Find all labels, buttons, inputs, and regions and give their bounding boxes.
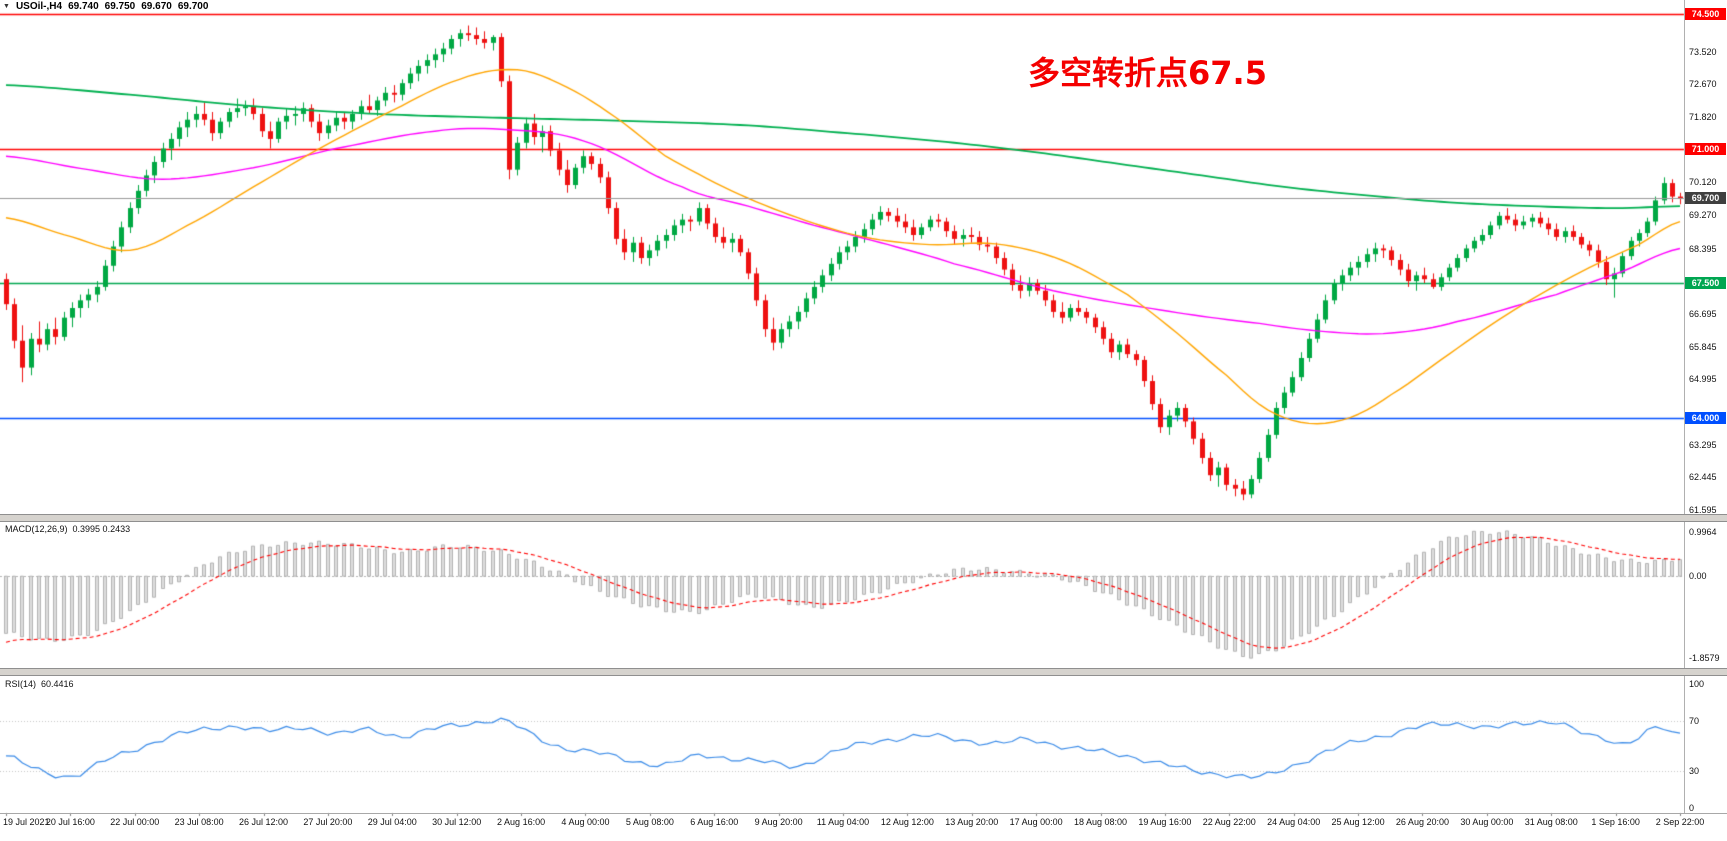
time-axis-label: 27 Jul 20:00 — [303, 817, 353, 827]
price-axis-tick: 71.820 — [1689, 112, 1717, 122]
chevron-down-icon[interactable]: ▼ — [3, 3, 10, 10]
price-axis-tick: 64.995 — [1689, 374, 1717, 385]
ohlc-open: 69.740 — [68, 1, 99, 12]
macd-indicator-label: MACD(12,26,9) 0.3995 0.2433 — [5, 524, 130, 534]
price-line-badge[interactable]: 67.500 — [1685, 277, 1726, 290]
time-axis-label: 19 Jul 2021 — [3, 817, 50, 827]
price-axis-tick: 68.395 — [1689, 243, 1717, 254]
price-axis-tick: 63.295 — [1689, 439, 1717, 450]
time-axis-label: 4 Aug 00:00 — [561, 817, 610, 827]
ohlc-low: 69.670 — [141, 1, 172, 12]
time-axis-label: 2 Sep 22:00 — [1655, 817, 1705, 827]
rsi-axis-tick: 0 — [1689, 803, 1695, 813]
chart-text-annotation[interactable]: 多空转折点67.5 — [1028, 54, 1267, 92]
time-axis-label: 25 Aug 12:00 — [1331, 817, 1385, 827]
time-axis-label: 29 Jul 04:00 — [367, 817, 417, 827]
price-axis-tick: 62.445 — [1689, 472, 1717, 483]
price-axis-tick: 70.120 — [1689, 177, 1717, 188]
time-axis-label: 19 Aug 16:00 — [1138, 817, 1192, 827]
macd-axis-tick: 0.00 — [1689, 571, 1707, 582]
panel-separator[interactable] — [0, 514, 1727, 522]
chart-title-bar: ▼ USOil-,H4 69.740 69.750 69.670 69.700 — [3, 1, 208, 12]
time-axis-label: 5 Aug 08:00 — [625, 817, 674, 827]
time-axis-label: 18 Aug 08:00 — [1074, 817, 1128, 827]
time-axis-label: 13 Aug 20:00 — [945, 817, 999, 827]
time-axis-border — [0, 813, 1727, 814]
time-axis-label: 30 Jul 12:00 — [432, 817, 482, 827]
price-axis-tick: 66.695 — [1689, 308, 1717, 319]
time-axis-label: 22 Aug 22:00 — [1202, 817, 1256, 827]
rsi-axis-tick: 100 — [1689, 679, 1705, 689]
time-axis-label: 17 Aug 00:00 — [1009, 817, 1063, 827]
rsi-name: RSI(14) — [5, 679, 37, 689]
price-axis-tick: 69.270 — [1689, 210, 1717, 220]
price-line-badge[interactable]: 64.000 — [1685, 411, 1726, 424]
time-axis-label: 24 Aug 04:00 — [1267, 817, 1321, 827]
macd-axis-tick: 0.9964 — [1689, 527, 1717, 538]
price-axis-tick: 72.670 — [1689, 79, 1717, 90]
rsi-axis-tick: 70 — [1689, 716, 1700, 727]
rsi-value: 60.4416 — [41, 679, 74, 689]
macd-name: MACD(12,26,9) — [5, 524, 68, 534]
price-axis-border — [1684, 0, 1685, 813]
macd-values: 0.3995 0.2433 — [72, 524, 131, 534]
ohlc-close: 69.700 — [177, 1, 209, 12]
time-axis-label: 2 Aug 16:00 — [497, 817, 546, 827]
rsi-indicator-label: RSI(14) 60.4416 — [5, 679, 74, 689]
price-line-badge[interactable]: 71.000 — [1685, 142, 1726, 155]
time-axis-label: 6 Aug 16:00 — [690, 817, 739, 827]
price-axis-tick: 65.845 — [1689, 341, 1717, 352]
price-axis-tick: 61.595 — [1689, 505, 1717, 515]
time-axis-label: 26 Aug 20:00 — [1395, 817, 1449, 827]
time-axis-label: 11 Aug 04:00 — [816, 817, 870, 827]
time-axis-label: 26 Jul 12:00 — [239, 817, 289, 827]
time-axis-label: 31 Aug 08:00 — [1524, 817, 1578, 827]
time-axis-label: 1 Sep 16:00 — [1591, 817, 1640, 827]
ohlc-high: 69.750 — [104, 1, 136, 12]
time-axis-label: 23 Jul 08:00 — [174, 817, 224, 827]
time-axis-label: 30 Aug 00:00 — [1460, 817, 1514, 827]
price-axis-tick: 73.520 — [1689, 46, 1717, 57]
price-line-badge[interactable]: 69.700 — [1685, 192, 1726, 205]
time-axis-label: 20 Jul 16:00 — [45, 817, 95, 827]
macd-axis-tick: -1.8579 — [1689, 652, 1720, 663]
panel-separator[interactable] — [0, 668, 1727, 676]
price-line-badge[interactable]: 74.500 — [1685, 8, 1726, 20]
symbol-timeframe-label: USOil-,H4 — [15, 1, 63, 12]
time-axis-label: 12 Aug 12:00 — [880, 817, 934, 827]
time-axis-label: 22 Jul 00:00 — [110, 817, 160, 827]
time-axis-label: 9 Aug 20:00 — [754, 817, 803, 827]
rsi-axis-tick: 30 — [1689, 765, 1700, 776]
